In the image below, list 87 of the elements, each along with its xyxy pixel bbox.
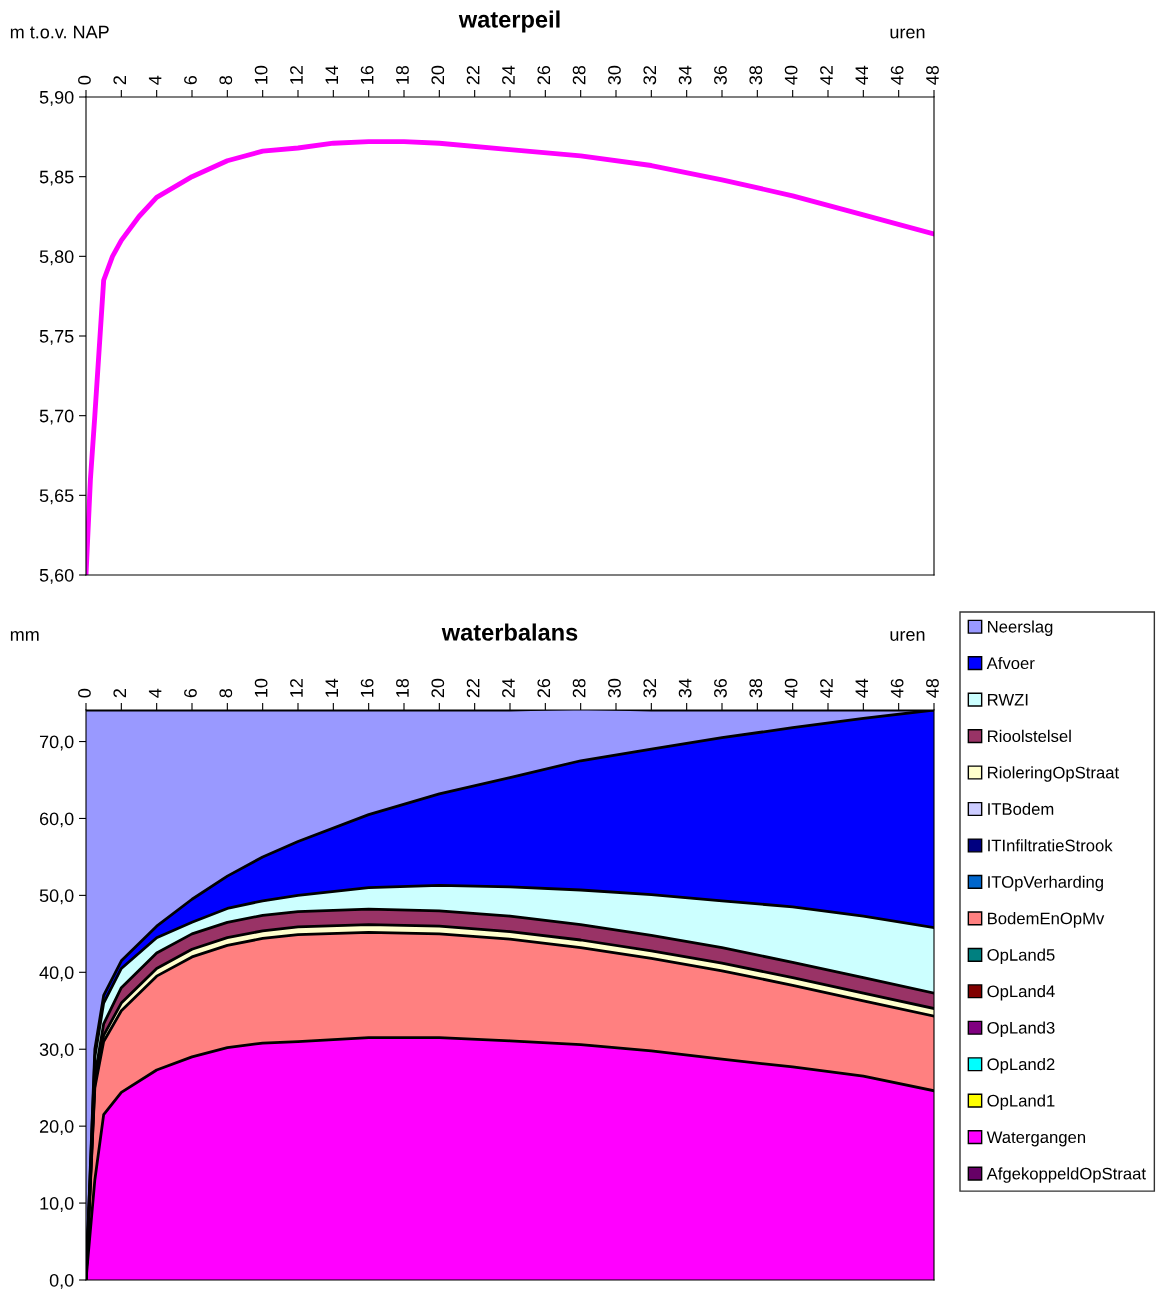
x-tick-label: 16 [360,678,374,697]
x-tick-label: 4 [148,688,162,698]
x-tick-label: 14 [325,65,338,84]
legend-label: OpLand5 [987,948,1055,965]
legend-label: AfgekoppeldOpStraat [986,1167,1146,1183]
x-tick-label: 0 [78,688,91,698]
x-tick-label: 30 [608,678,621,698]
x-tick-label: 4 [148,75,162,85]
legend-label: RioleringOpStraat [988,766,1120,782]
x-tick-label: 18 [396,678,409,697]
x-axis-title: uren [890,630,925,641]
x-tick-label: 46 [890,678,904,698]
x-tick-label: 42 [820,66,833,85]
x-tick-label: 38 [749,65,763,85]
legend-label: Watergangen [986,1131,1086,1147]
x-tick-label: 12 [290,66,303,84]
x-tick-label: 6 [184,75,197,85]
x-tick-label: 28 [572,678,586,698]
x-tick-label: 38 [749,678,763,698]
legend-label: OpLand4 [987,985,1055,1001]
y-tick-label: 5,65 [39,489,74,505]
x-tick-label: 24 [502,678,515,698]
x-tick-label: 26 [537,65,551,85]
x-tick-label: 40 [784,65,798,85]
x-tick-label: 30 [608,65,621,85]
x-tick-label: 6 [184,688,197,698]
x-tick-label: 22 [466,679,480,698]
y-tick-label: 70,0 [39,735,74,751]
x-tick-label: 24 [502,65,515,85]
legend-label: OpLand1 [987,1094,1055,1110]
x-tick-label: 44 [855,678,868,698]
x-tick-label: 12 [290,679,303,697]
x-tick-label: 48 [926,678,939,698]
legend-label: OpLand2 [987,1057,1055,1074]
legend-label: Rioolstelsel [988,729,1071,743]
chart-title: waterpeil [458,10,560,33]
legend-label: Neerslag [988,620,1053,636]
x-tick-label: 10 [254,678,268,697]
y-tick-label: 5,60 [39,568,74,584]
legend-label: RWZI [988,693,1028,706]
x-axis-title: uren [890,28,925,39]
x-tick-label: 20 [431,678,445,698]
x-tick-label: 2 [113,76,126,85]
y-tick-label: 5,70 [39,409,74,425]
x-tick-label: 8 [219,688,233,698]
y-tick-label: 5,85 [39,170,74,186]
y-tick-label: 30,0 [39,1043,74,1059]
legend-label: ITBodem [988,802,1054,815]
x-tick-label: 32 [643,679,657,698]
x-tick-label: 10 [254,65,268,84]
x-tick-label: 34 [678,65,692,85]
x-tick-label: 8 [219,75,233,85]
legend-label: BodemEnOpMv [988,912,1105,928]
y-axis-title: m t.o.v. NAP [10,25,109,39]
x-tick-label: 14 [325,678,338,697]
legend-label: Afvoer [986,656,1035,670]
y-tick-label: 50,0 [39,889,74,905]
x-tick-label: 28 [572,65,586,85]
x-tick-label: 42 [820,679,833,698]
x-tick-label: 44 [855,65,868,85]
x-tick-label: 36 [714,65,727,85]
y-tick-label: 5,90 [39,90,74,106]
x-tick-label: 0 [78,75,91,85]
x-tick-label: 26 [537,678,551,698]
x-tick-label: 2 [113,689,126,698]
x-tick-label: 18 [396,65,409,84]
y-tick-label: 60,0 [39,812,74,828]
y-axis-title: mm [10,630,39,641]
x-tick-label: 16 [360,65,374,84]
y-tick-label: 5,80 [39,250,74,266]
y-tick-label: 10,0 [40,1197,74,1212]
y-tick-label: 40,0 [39,966,74,982]
chart-title: waterbalans [441,623,578,641]
legend-label: ITInfiltratieStrook [988,839,1113,852]
legend-label: OpLand3 [987,1021,1055,1037]
y-tick-label: 0,0 [49,1273,74,1289]
legend-label: ITOpVerharding [988,875,1103,892]
y-tick-label: 20,0 [39,1120,74,1136]
x-tick-label: 20 [431,65,445,85]
x-tick-label: 22 [466,66,480,85]
x-tick-label: 34 [678,678,692,698]
x-tick-label: 36 [714,678,727,698]
x-tick-label: 46 [890,65,904,85]
y-tick-label: 5,75 [39,330,74,345]
x-tick-label: 48 [926,65,939,85]
x-tick-label: 32 [643,66,657,85]
x-tick-label: 40 [784,678,798,698]
